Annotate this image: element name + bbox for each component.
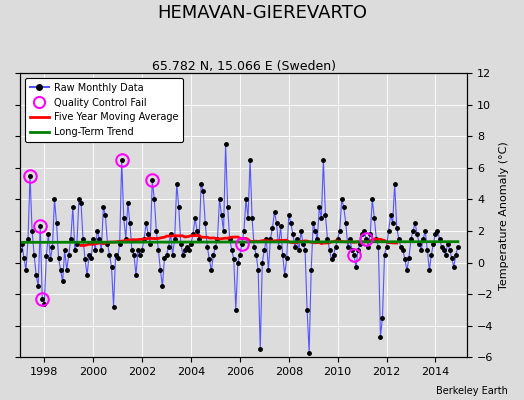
Y-axis label: Temperature Anomaly (°C): Temperature Anomaly (°C) [499, 141, 509, 290]
Title: 65.782 N, 15.066 E (Sweden): 65.782 N, 15.066 E (Sweden) [151, 60, 335, 73]
Legend: Raw Monthly Data, Quality Control Fail, Five Year Moving Average, Long-Term Tren: Raw Monthly Data, Quality Control Fail, … [25, 78, 183, 142]
Text: Berkeley Earth: Berkeley Earth [436, 386, 508, 396]
Text: HEMAVAN-GIEREVARTO: HEMAVAN-GIEREVARTO [157, 4, 367, 22]
